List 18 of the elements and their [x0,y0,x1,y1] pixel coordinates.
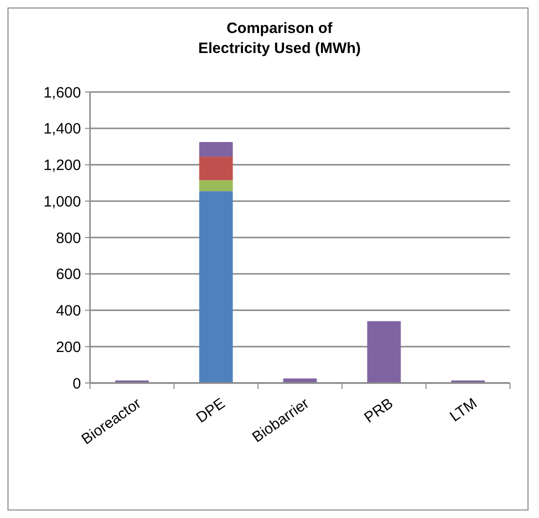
y-tick-label: 200 [56,338,81,356]
x-tick-label: DPE [193,394,228,427]
y-tick-label: 600 [56,266,81,284]
bar [367,321,401,383]
x-tick-label: LTM [446,394,480,426]
y-tick-label: 1,000 [43,193,81,210]
chart-title: Comparison of Electricity Used (MWh) [198,20,361,57]
y-tick-label: 1,200 [43,157,81,174]
x-tick-label: PRB [361,394,396,427]
y-tick-label: 800 [56,230,81,247]
bar [199,180,233,192]
y-tick-label: 1,600 [43,84,81,102]
y-tick-label: 1,400 [43,120,81,138]
bar [199,191,233,383]
y-tick-label: 400 [56,302,81,320]
bar [199,142,233,157]
bar [199,156,233,180]
y-tick-label: 0 [72,375,81,392]
